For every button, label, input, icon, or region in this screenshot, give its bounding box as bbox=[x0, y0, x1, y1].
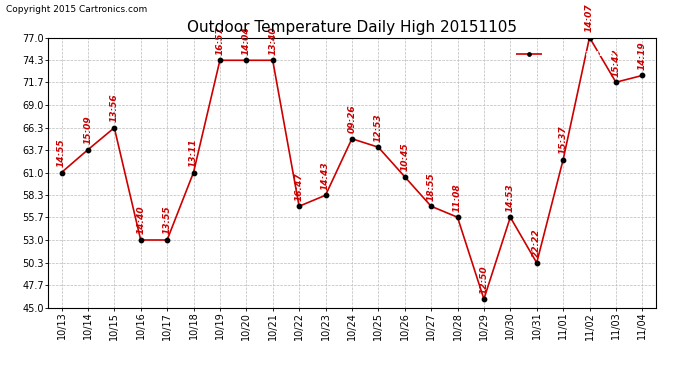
Text: 14:04: 14:04 bbox=[241, 26, 250, 55]
Point bbox=[241, 57, 252, 63]
Text: 13:56: 13:56 bbox=[110, 94, 119, 122]
Point bbox=[215, 57, 226, 63]
Point bbox=[293, 203, 304, 209]
Point bbox=[82, 147, 93, 153]
Point bbox=[531, 260, 542, 266]
Point bbox=[637, 72, 648, 78]
Text: 16:57: 16:57 bbox=[215, 26, 224, 55]
Point bbox=[478, 296, 489, 302]
Point bbox=[558, 157, 569, 163]
Point bbox=[161, 237, 172, 243]
Text: 16:47: 16:47 bbox=[295, 172, 304, 201]
Text: 10:45: 10:45 bbox=[400, 142, 409, 171]
Point bbox=[320, 192, 331, 198]
Point bbox=[452, 214, 463, 220]
Point bbox=[426, 203, 437, 209]
Text: 22:22: 22:22 bbox=[532, 229, 541, 257]
Point bbox=[135, 237, 146, 243]
Text: 13:11: 13:11 bbox=[189, 138, 198, 167]
Text: 09:26: 09:26 bbox=[347, 105, 357, 133]
Text: 15:37: 15:37 bbox=[559, 126, 568, 154]
Title: Outdoor Temperature Daily High 20151105: Outdoor Temperature Daily High 20151105 bbox=[187, 20, 517, 35]
Text: 14:40: 14:40 bbox=[136, 206, 145, 234]
Text: 14:43: 14:43 bbox=[321, 161, 330, 190]
Point bbox=[56, 170, 67, 176]
Text: 15:42: 15:42 bbox=[611, 48, 620, 76]
Text: 18:55: 18:55 bbox=[426, 172, 435, 201]
Point bbox=[400, 174, 411, 180]
Text: Copyright 2015 Cartronics.com: Copyright 2015 Cartronics.com bbox=[6, 5, 147, 14]
Point bbox=[267, 57, 278, 63]
Text: 13:40: 13:40 bbox=[268, 26, 277, 55]
Text: 13:55: 13:55 bbox=[163, 206, 172, 234]
Text: 11:08: 11:08 bbox=[453, 183, 462, 211]
Point bbox=[584, 34, 595, 40]
Text: 15:09: 15:09 bbox=[83, 116, 92, 144]
Text: 14:55: 14:55 bbox=[57, 138, 66, 167]
Point bbox=[505, 214, 516, 220]
Point bbox=[373, 144, 384, 150]
Point bbox=[611, 79, 622, 85]
Point bbox=[109, 125, 120, 131]
Text: 14:19: 14:19 bbox=[638, 41, 647, 70]
Text: 14:07: 14:07 bbox=[585, 3, 594, 32]
Text: 12:50: 12:50 bbox=[480, 265, 489, 294]
Text: 14:53: 14:53 bbox=[506, 183, 515, 211]
Point bbox=[346, 136, 357, 142]
Point bbox=[188, 170, 199, 176]
Text: 12:53: 12:53 bbox=[374, 113, 383, 142]
